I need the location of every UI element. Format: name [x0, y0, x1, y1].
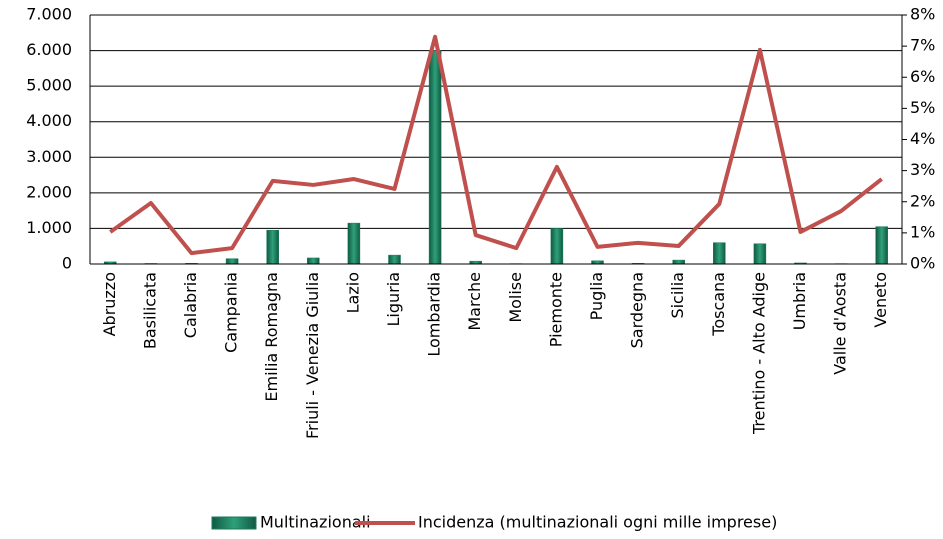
x-tick-label: Sicilia — [668, 272, 687, 319]
y2-tick-label: 7% — [910, 36, 935, 55]
x-tick-label: Friuli - Venezia Giulia — [303, 272, 322, 439]
x-tick-label: Trentino - Alto Adige — [749, 272, 768, 435]
bar — [550, 228, 564, 265]
legend-swatch — [211, 516, 257, 530]
y2-tick-label: 0% — [910, 254, 935, 273]
y-tick-label: 7.000 — [26, 5, 72, 24]
bar — [347, 222, 361, 265]
bar — [388, 254, 401, 265]
y2-tick-label: 4% — [910, 129, 935, 148]
x-tick-label: Sardegna — [628, 272, 647, 348]
x-tick-label: Puglia — [587, 272, 606, 320]
x-tick-label: Piemonte — [546, 272, 565, 347]
bar — [266, 229, 279, 265]
legend-label: Incidenza (multinazionali ogni mille imp… — [418, 513, 777, 532]
bar — [875, 226, 888, 265]
line — [109, 34, 883, 256]
x-tick-label: Valle d'Aosta — [831, 272, 850, 375]
y2-tick-label: 8% — [910, 5, 935, 24]
x-tick-label: Marche — [465, 272, 484, 331]
bar — [672, 259, 685, 265]
x-tick-label: Lombardia — [425, 272, 444, 357]
y-tick-label: 5.000 — [26, 76, 72, 95]
y2-tick-label: 2% — [910, 191, 935, 210]
bar — [307, 257, 320, 265]
bar — [225, 258, 239, 265]
bar — [428, 50, 442, 265]
y-tick-label: 0 — [62, 254, 72, 273]
bar — [713, 242, 726, 265]
y-tick-label: 4.000 — [26, 111, 72, 130]
x-tick-label: Liguria — [384, 272, 403, 326]
x-tick-label: Veneto — [871, 272, 890, 328]
y-tick-label: 2.000 — [26, 182, 72, 201]
y2-tick-label: 5% — [910, 98, 935, 117]
x-tick-label: Campania — [222, 272, 241, 353]
x-tick-label: Lazio — [343, 272, 362, 313]
y-tick-label: 3.000 — [26, 147, 72, 166]
x-tick-label: Umbria — [790, 272, 809, 330]
x-tick-label: Toscana — [709, 272, 728, 337]
y2-tick-label: 3% — [910, 160, 935, 179]
x-tick-label: Emilia Romagna — [262, 272, 281, 402]
y2-tick-label: 6% — [910, 67, 935, 86]
x-tick-label: Basilicata — [140, 272, 159, 349]
x-tick-label: Abruzzo — [100, 272, 119, 336]
y2-tick-label: 1% — [910, 222, 935, 241]
x-tick-label: Calabria — [181, 272, 200, 338]
bar — [753, 243, 767, 265]
legend-label: Multinazionali — [260, 513, 371, 532]
y-tick-label: 1.000 — [26, 218, 72, 237]
y-tick-label: 6.000 — [26, 40, 72, 59]
x-tick-label: Molise — [506, 272, 525, 323]
